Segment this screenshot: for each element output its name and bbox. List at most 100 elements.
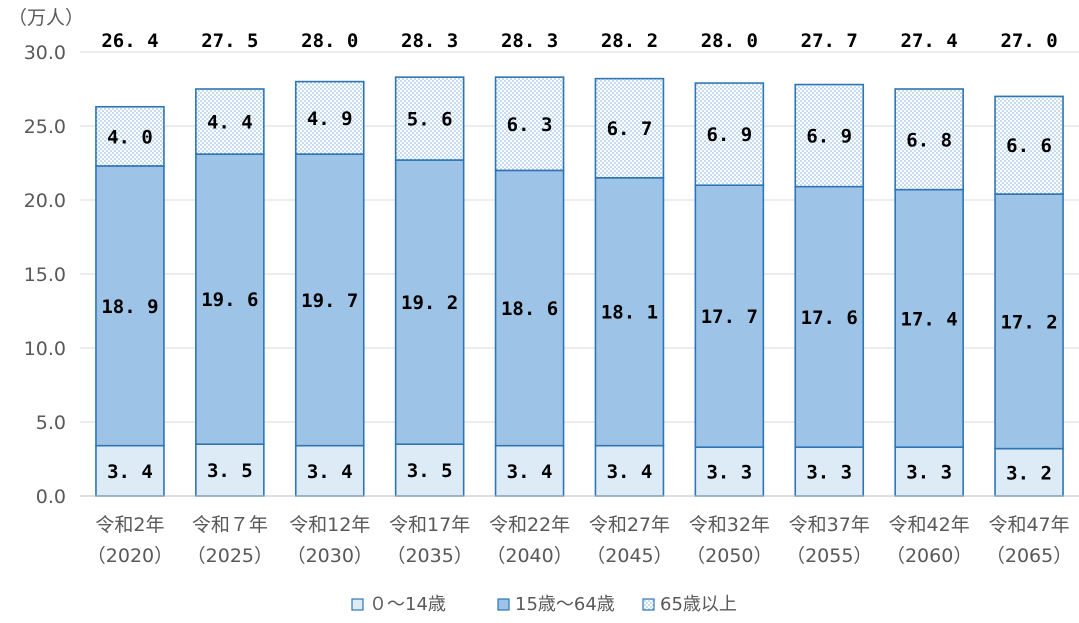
segment-value-label: 3. 3	[706, 462, 752, 484]
data-labels: 3. 4 18. 9 4. 0 26. 4 3. 5 19. 6 4. 4 27. 5 3. 4…	[101, 30, 1057, 484]
segment-value-label: 3. 3	[906, 462, 952, 484]
segment-value-label: 6. 6	[1006, 135, 1052, 157]
x-tick-label-year: （2060）	[886, 545, 972, 567]
x-tick-label: 令和12年	[289, 514, 370, 536]
segment-value-label: 18. 9	[101, 296, 158, 318]
bar-segment	[195, 88, 265, 155]
x-tick-label-year: （2020）	[87, 545, 173, 567]
bar-segment	[394, 159, 465, 445]
bar-segment	[994, 95, 1064, 195]
bar-segment	[494, 169, 565, 447]
total-value-label: 28. 0	[701, 30, 758, 52]
x-tick-label-year: （2035）	[386, 545, 472, 567]
x-tick-label: 令和17年	[389, 514, 470, 536]
y-tick-label: 10.0	[24, 338, 66, 360]
x-tick-label-year: （2030）	[287, 545, 373, 567]
segment-value-label: 19. 7	[301, 290, 358, 312]
x-tick-label: 令和27年	[589, 514, 670, 536]
segment-value-label: 18. 6	[501, 298, 558, 320]
segment-value-label: 6. 9	[806, 126, 852, 148]
legend: ０～14歳 15歳～64歳 65歳以上	[351, 594, 737, 615]
total-value-label: 28. 3	[401, 30, 458, 52]
axes: 0.0 5.0 10.0 15.0 20.0 25.0 30.0 （万人） 令和2年 （2020）…	[8, 7, 1079, 567]
segment-value-label: 3. 4	[107, 461, 153, 483]
segment-value-label: 18. 1	[601, 302, 658, 324]
bar-segment	[594, 77, 665, 179]
segment-value-label: 17. 2	[1000, 311, 1057, 333]
bar-segment	[294, 153, 365, 447]
x-tick-label-year: （2055）	[786, 545, 872, 567]
segment-value-label: 6. 9	[706, 124, 752, 146]
total-value-label: 27. 4	[901, 30, 958, 52]
x-tick-label-year: （2025）	[187, 545, 273, 567]
bar-segment	[594, 444, 665, 497]
segment-value-label: 3. 5	[207, 460, 253, 482]
y-tick-label: 0.0	[36, 486, 66, 508]
x-tick-label-year: （2050）	[686, 545, 772, 567]
legend-swatch	[497, 598, 510, 611]
bar-segment	[794, 83, 865, 188]
legend-swatch	[351, 598, 364, 611]
legend-label: 15歳～64歳	[515, 594, 615, 615]
y-tick-label: 5.0	[36, 412, 66, 434]
legend-label: ０～14歳	[369, 594, 446, 615]
segment-value-label: 4. 0	[107, 126, 153, 148]
segment-value-label: 3. 4	[507, 461, 553, 483]
bar-segment	[494, 76, 565, 172]
segment-value-label: 3. 2	[1006, 462, 1052, 484]
y-tick-label: 15.0	[24, 264, 66, 286]
bar-segment	[994, 193, 1064, 450]
segment-value-label: 6. 8	[906, 129, 952, 151]
bar-segment	[394, 76, 465, 161]
segment-value-label: 4. 4	[207, 112, 253, 134]
bar-segment	[294, 444, 365, 497]
total-value-label: 28. 0	[301, 30, 358, 52]
bar-segment	[195, 153, 265, 445]
total-value-label: 27. 7	[801, 30, 858, 52]
x-tick-label: 令和37年	[789, 514, 870, 536]
x-tick-label-year: （2045）	[586, 545, 672, 567]
bar-segment	[794, 185, 865, 448]
bar-segment	[95, 105, 165, 167]
bars	[95, 76, 1064, 497]
total-value-label: 26. 4	[101, 30, 158, 52]
x-tick-label: 令和32年	[689, 514, 770, 536]
bar-segment	[894, 88, 964, 191]
x-tick-label: 令和７年	[192, 514, 268, 536]
bar-segment	[994, 447, 1064, 497]
x-tick-label-year: （2065）	[986, 545, 1072, 567]
segment-value-label: 17. 7	[701, 306, 758, 328]
segment-value-label: 3. 4	[307, 461, 353, 483]
bar-segment	[694, 184, 765, 448]
segment-value-label: 19. 2	[401, 292, 458, 314]
total-value-label: 28. 2	[601, 30, 658, 52]
total-value-label: 27. 0	[1000, 30, 1057, 52]
x-tick-label: 令和22年	[489, 514, 570, 536]
segment-value-label: 3. 5	[407, 460, 453, 482]
legend-swatch	[642, 598, 655, 611]
y-axis-unit: （万人）	[8, 7, 84, 29]
y-tick-label: 30.0	[24, 42, 66, 64]
bar-segment	[95, 165, 165, 447]
bar-segment	[594, 177, 665, 447]
segment-value-label: 17. 4	[901, 308, 958, 330]
segment-value-label: 17. 6	[801, 307, 858, 329]
segment-value-label: 5. 6	[407, 109, 453, 131]
y-tick-label: 20.0	[24, 190, 66, 212]
x-tick-label: 令和47年	[988, 514, 1069, 536]
x-tick-label: 令和42年	[889, 514, 970, 536]
y-tick-label: 25.0	[24, 116, 66, 138]
bar-segment	[694, 82, 765, 187]
total-value-label: 27. 5	[201, 30, 258, 52]
segment-value-label: 3. 4	[607, 461, 653, 483]
x-tick-label-year: （2040）	[486, 545, 572, 567]
total-value-label: 28. 3	[501, 30, 558, 52]
segment-value-label: 6. 3	[507, 114, 553, 136]
legend-label: 65歳以上	[660, 594, 737, 615]
segment-value-label: 3. 3	[806, 462, 852, 484]
x-tick-label: 令和2年	[95, 514, 164, 536]
segment-value-label: 19. 6	[201, 289, 258, 311]
segment-value-label: 4. 9	[307, 108, 353, 130]
